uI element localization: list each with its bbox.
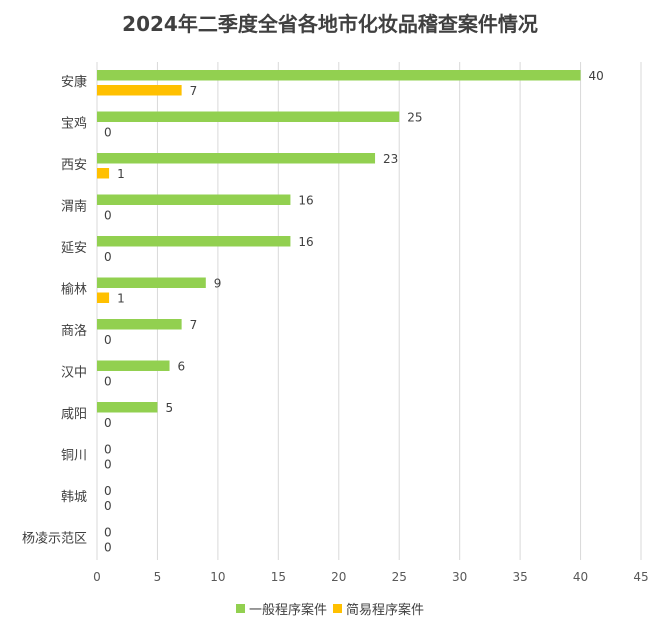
data-label: 1 bbox=[117, 167, 125, 181]
data-label: 0 bbox=[104, 499, 112, 513]
category-label: 杨凌示范区 bbox=[22, 532, 87, 547]
category-label: 咸阳 bbox=[61, 407, 87, 422]
legend-item: 一般程序案件 bbox=[235, 599, 327, 618]
bar-general bbox=[97, 319, 182, 330]
bar-general bbox=[97, 277, 206, 288]
data-label: 0 bbox=[104, 416, 112, 430]
bar-general bbox=[97, 360, 170, 371]
data-label: 0 bbox=[104, 126, 112, 140]
bar-simple bbox=[97, 168, 110, 179]
data-label: 0 bbox=[104, 484, 112, 498]
legend: 一般程序案件 简易程序案件 bbox=[0, 599, 660, 618]
data-label: 0 bbox=[104, 541, 112, 555]
data-label: 0 bbox=[104, 209, 112, 223]
category-label: 铜川 bbox=[61, 449, 87, 464]
legend-label: 一般程序案件 bbox=[248, 603, 327, 618]
data-label: 0 bbox=[104, 333, 112, 347]
data-label: 7 bbox=[190, 318, 198, 332]
x-tick-label: 25 bbox=[392, 570, 407, 584]
x-tick-label: 15 bbox=[271, 570, 286, 584]
legend-item: 简易程序案件 bbox=[333, 599, 424, 618]
category-label: 延安 bbox=[61, 241, 87, 256]
data-label: 7 bbox=[190, 84, 198, 98]
x-tick-label: 45 bbox=[633, 570, 648, 584]
data-label: 16 bbox=[298, 194, 313, 208]
data-label: 1 bbox=[117, 292, 125, 306]
category-label: 宝鸡 bbox=[61, 116, 87, 132]
x-tick-label: 20 bbox=[331, 570, 346, 584]
x-tick-label: 0 bbox=[93, 570, 101, 584]
legend-label: 简易程序案件 bbox=[346, 603, 425, 618]
category-label: 西安 bbox=[61, 158, 87, 173]
bar-general bbox=[97, 402, 158, 413]
x-tick-label: 35 bbox=[512, 570, 527, 584]
category-label: 汉中 bbox=[61, 366, 87, 381]
category-label: 渭南 bbox=[61, 199, 87, 215]
bar-general bbox=[97, 236, 291, 247]
data-label: 23 bbox=[383, 152, 398, 166]
data-label: 9 bbox=[214, 277, 222, 291]
category-label: 商洛 bbox=[61, 324, 87, 339]
category-label: 榆林 bbox=[61, 283, 87, 298]
data-label: 0 bbox=[104, 250, 112, 264]
data-label: 0 bbox=[104, 443, 112, 457]
data-label: 40 bbox=[589, 69, 604, 83]
data-label: 0 bbox=[104, 526, 112, 540]
category-label: 韩城 bbox=[61, 490, 87, 505]
category-label: 安康 bbox=[61, 74, 87, 90]
legend-swatch bbox=[333, 604, 342, 613]
legend-swatch bbox=[235, 604, 245, 613]
x-tick-label: 30 bbox=[452, 570, 467, 584]
chart-title: 2024年二季度全省各地市化妆品稽查案件情况 bbox=[122, 12, 538, 36]
bar-simple bbox=[97, 292, 110, 303]
bar-general bbox=[97, 70, 581, 81]
bar-general bbox=[97, 194, 291, 205]
data-label: 0 bbox=[104, 458, 112, 472]
data-label: 5 bbox=[165, 401, 173, 415]
x-tick-label: 10 bbox=[210, 570, 225, 584]
data-label: 25 bbox=[407, 111, 422, 125]
x-tick-label: 5 bbox=[154, 570, 162, 584]
data-label: 16 bbox=[298, 235, 313, 249]
data-label: 0 bbox=[104, 375, 112, 389]
data-label: 6 bbox=[178, 360, 186, 374]
bar-general bbox=[97, 153, 376, 164]
x-tick-label: 40 bbox=[573, 570, 588, 584]
bar-simple bbox=[97, 85, 182, 96]
bar-general bbox=[97, 111, 400, 122]
